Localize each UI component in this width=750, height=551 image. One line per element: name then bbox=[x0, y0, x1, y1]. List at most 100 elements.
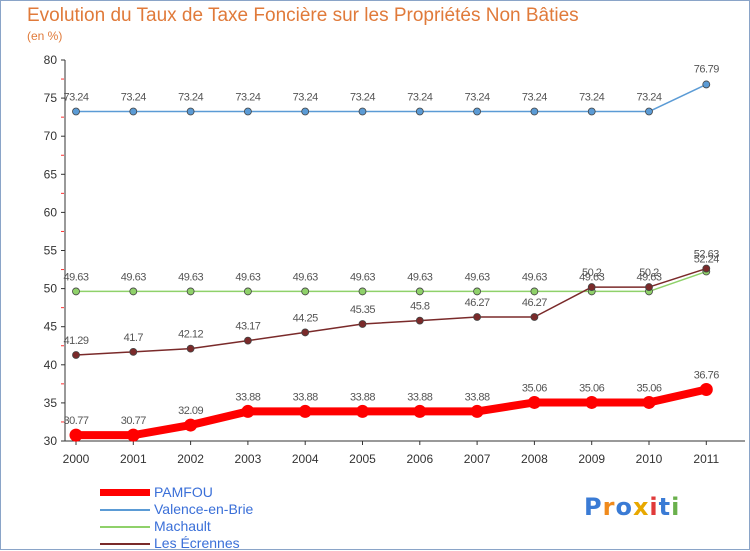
data-label: 73.24 bbox=[407, 92, 432, 104]
chart-title: Evolution du Taux de Taxe Foncière sur l… bbox=[27, 5, 579, 26]
data-point bbox=[72, 287, 80, 296]
data-label: 73.24 bbox=[579, 92, 604, 104]
data-point bbox=[530, 313, 539, 321]
data-label: 49.63 bbox=[235, 271, 260, 283]
logo-letter: o bbox=[615, 493, 633, 521]
data-label: 45.35 bbox=[350, 304, 375, 316]
data-point bbox=[186, 107, 195, 116]
data-point bbox=[473, 313, 482, 321]
data-label: 33.88 bbox=[407, 391, 432, 403]
data-point bbox=[243, 107, 252, 116]
data-label: 49.63 bbox=[407, 271, 432, 283]
data-point bbox=[126, 428, 140, 442]
data-label: 46.27 bbox=[465, 297, 490, 309]
data-label: 45.8 bbox=[410, 301, 430, 313]
legend-label: Les Écrennes bbox=[154, 535, 240, 551]
legend-swatch bbox=[100, 526, 150, 528]
data-label: 33.88 bbox=[235, 391, 260, 403]
y-tick-label: 70 bbox=[44, 129, 58, 143]
data-point bbox=[587, 283, 596, 291]
data-label: 32.09 bbox=[178, 405, 203, 417]
data-point bbox=[702, 264, 711, 273]
y-tick-label: 40 bbox=[44, 358, 58, 372]
data-point bbox=[358, 320, 367, 328]
x-tick-label: 2009 bbox=[578, 452, 605, 466]
data-point bbox=[69, 428, 83, 442]
data-label: 50.2 bbox=[639, 267, 659, 279]
data-point bbox=[186, 344, 195, 353]
data-label: 73.24 bbox=[63, 92, 88, 104]
data-point bbox=[243, 287, 252, 296]
data-label: 44.25 bbox=[293, 312, 318, 324]
data-point bbox=[415, 316, 424, 325]
y-tick-label: 35 bbox=[44, 396, 58, 410]
data-point bbox=[301, 328, 310, 337]
data-label: 41.29 bbox=[63, 335, 88, 347]
data-point bbox=[298, 404, 312, 418]
data-point bbox=[129, 287, 138, 296]
y-tick-label: 55 bbox=[44, 244, 58, 258]
data-point bbox=[184, 418, 198, 432]
legend-label: PAMFOU bbox=[154, 484, 213, 500]
x-tick-label: 2005 bbox=[349, 452, 376, 466]
x-tick-label: 2011 bbox=[693, 452, 719, 466]
legend-swatch bbox=[100, 543, 150, 545]
data-label: 50.2 bbox=[582, 267, 602, 279]
legend-swatch bbox=[100, 509, 150, 511]
data-point bbox=[129, 347, 138, 356]
legend-label: Machault bbox=[154, 518, 211, 534]
unit-label: (en %) bbox=[27, 29, 63, 43]
data-point bbox=[645, 107, 653, 116]
y-tick-label: 75 bbox=[44, 91, 58, 105]
x-tick-label: 2003 bbox=[235, 452, 262, 466]
x-tick-label: 2004 bbox=[292, 452, 319, 466]
data-label: 35.06 bbox=[636, 382, 661, 394]
data-label: 49.63 bbox=[579, 271, 604, 283]
data-point bbox=[415, 287, 424, 296]
data-point bbox=[356, 404, 369, 418]
data-label: 73.24 bbox=[350, 92, 375, 104]
data-label: 49.63 bbox=[636, 271, 661, 283]
data-label: 35.06 bbox=[579, 382, 604, 394]
logo-letter: t bbox=[658, 493, 672, 521]
data-label: 43.17 bbox=[235, 321, 260, 333]
data-point bbox=[473, 107, 482, 116]
x-tick-label: 2001 bbox=[120, 452, 147, 466]
x-tick-label: 2000 bbox=[63, 452, 90, 466]
data-point bbox=[645, 283, 653, 291]
data-point bbox=[301, 107, 310, 116]
data-label: 73.24 bbox=[121, 92, 146, 104]
data-label: 73.24 bbox=[636, 92, 661, 104]
data-label: 35.06 bbox=[522, 382, 547, 394]
logo-letter: i bbox=[649, 493, 659, 521]
y-tick-label: 30 bbox=[44, 434, 58, 448]
y-tick-label: 65 bbox=[44, 167, 58, 181]
data-label: 33.88 bbox=[293, 391, 318, 403]
data-label: 49.63 bbox=[522, 271, 547, 283]
series-line-valence-en-brie bbox=[76, 83, 707, 113]
data-point bbox=[699, 382, 713, 396]
data-label: 73.24 bbox=[293, 92, 318, 104]
y-tick-label: 80 bbox=[44, 53, 58, 67]
logo-letter: i bbox=[671, 493, 681, 521]
data-label: 42.12 bbox=[178, 329, 203, 341]
data-label: 52.63 bbox=[694, 249, 719, 261]
data-point bbox=[358, 287, 367, 296]
y-tick-label: 60 bbox=[44, 205, 58, 219]
data-label: 76.79 bbox=[694, 63, 719, 75]
y-tick-label: 50 bbox=[44, 282, 58, 296]
data-point bbox=[241, 404, 255, 418]
data-point bbox=[243, 336, 252, 345]
data-label: 49.63 bbox=[178, 271, 203, 283]
data-label: 52.24 bbox=[694, 254, 719, 266]
data-point bbox=[186, 287, 195, 296]
x-tick-label: 2006 bbox=[406, 452, 433, 466]
data-point bbox=[585, 395, 599, 409]
data-point bbox=[642, 395, 656, 409]
data-point bbox=[702, 80, 711, 89]
legend-label: Valence-en-Brie bbox=[154, 501, 254, 517]
y-tick-label: 45 bbox=[44, 320, 58, 334]
data-label: 73.24 bbox=[235, 92, 260, 104]
data-label: 49.63 bbox=[63, 271, 88, 283]
